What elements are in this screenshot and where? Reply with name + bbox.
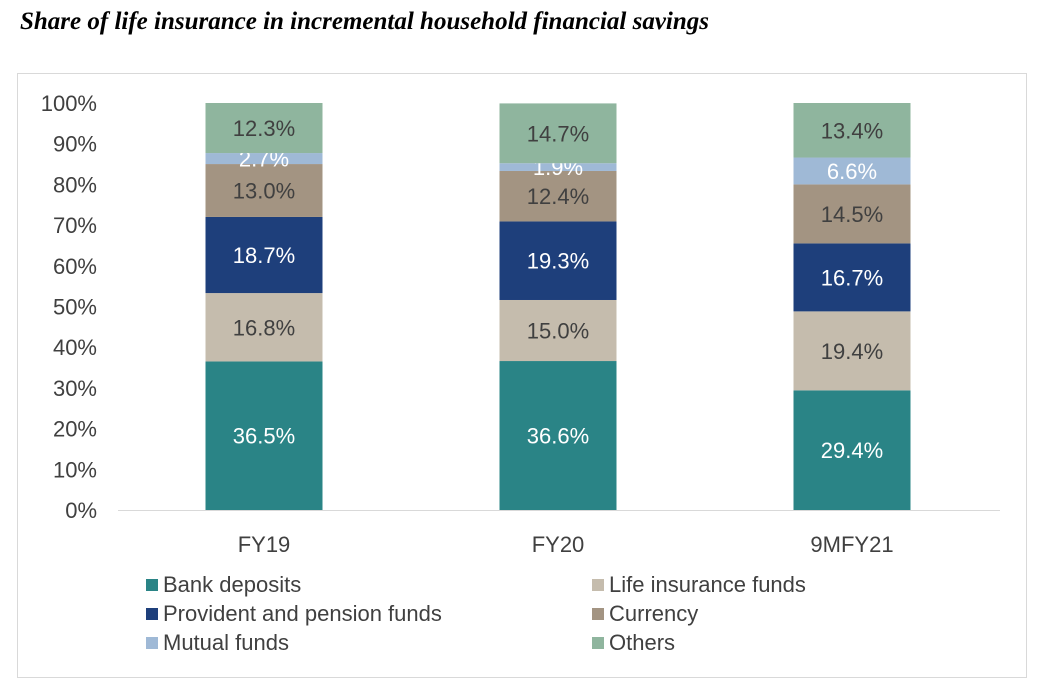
stacked-bar-chart: 0% 10% 20% 30% 40% 50% 60% 70% 80% 90% 100% 36.5% 16… [41, 91, 1000, 557]
bar-segment [205, 361, 323, 510]
data-label: 13.4% [821, 118, 883, 143]
bar-segment [499, 221, 617, 300]
y-tick-label: 80% [53, 172, 97, 197]
chart-frame: 0% 10% 20% 30% 40% 50% 60% 70% 80% 90% 100% 36.5% 16… [17, 73, 1027, 678]
legend-swatch [592, 637, 604, 649]
bar-segment [793, 157, 911, 185]
bar-segment [499, 170, 617, 222]
data-label: 18.7% [233, 243, 295, 268]
data-label: 19.4% [821, 339, 883, 364]
bar-segment [793, 184, 911, 244]
x-tick-label: 9MFY21 [810, 532, 893, 557]
legend-item: Currency [592, 601, 698, 627]
data-label: 12.3% [233, 116, 295, 141]
data-label: 29.4% [821, 438, 883, 463]
x-tick-label: FY19 [238, 532, 291, 557]
data-label: 15.0% [527, 319, 589, 344]
y-tick-label: 50% [53, 295, 97, 320]
data-label: 36.5% [233, 424, 295, 449]
data-label: 6.6% [827, 159, 877, 184]
legend-label: Bank deposits [163, 572, 302, 597]
legend-item: Bank deposits [146, 572, 301, 598]
data-label: 12.4% [527, 184, 589, 209]
data-label: 36.6% [527, 424, 589, 449]
legend-label: Currency [609, 601, 699, 626]
legend-item: Life insurance funds [592, 572, 806, 598]
y-tick-label: 30% [53, 376, 97, 401]
bar-segment [793, 243, 911, 312]
legend-label: Others [609, 630, 676, 655]
legend-label: Provident and pension funds [163, 601, 442, 626]
legend-swatch [592, 579, 604, 591]
y-tick-label: 60% [53, 254, 97, 279]
legend-swatch [592, 608, 604, 620]
data-label: 19.3% [527, 249, 589, 274]
bar-segment [205, 103, 323, 154]
legend-label: Life insurance funds [609, 572, 806, 597]
y-tick-label: 0% [65, 498, 97, 523]
y-tick-label: 100% [41, 91, 97, 116]
y-tick-label: 40% [53, 335, 97, 360]
chart-title: Share of life insurance in incremental h… [20, 8, 709, 35]
bar-segment [205, 216, 323, 294]
bar-segment [499, 103, 617, 164]
legend-item: Mutual funds [146, 630, 289, 656]
bar-segment [205, 153, 323, 165]
bar-segment [205, 293, 323, 362]
legend-item: Others [592, 630, 675, 656]
y-tick-label: 10% [53, 457, 97, 482]
bar-segment [499, 163, 617, 171]
y-tick-label: 20% [53, 417, 97, 442]
y-tick-label: 70% [53, 213, 97, 238]
bar-segment [793, 390, 911, 510]
data-label: 16.8% [233, 315, 295, 340]
y-tick-label: 90% [53, 132, 97, 157]
bar-segment [499, 299, 617, 362]
bar-segment [499, 361, 617, 510]
bar-segment [793, 103, 911, 158]
legend-label: Mutual funds [163, 630, 289, 655]
legend-swatch [146, 608, 158, 620]
data-label: 14.7% [527, 121, 589, 146]
bar-segment [205, 164, 323, 217]
data-label: 16.7% [821, 265, 883, 290]
data-label: 13.0% [233, 179, 295, 204]
legend-item: Provident and pension funds [146, 601, 442, 627]
data-label: 14.5% [821, 202, 883, 227]
bar-segment [793, 311, 911, 391]
legend-swatch [146, 637, 158, 649]
legend-swatch [146, 579, 158, 591]
x-tick-label: FY20 [532, 532, 585, 557]
